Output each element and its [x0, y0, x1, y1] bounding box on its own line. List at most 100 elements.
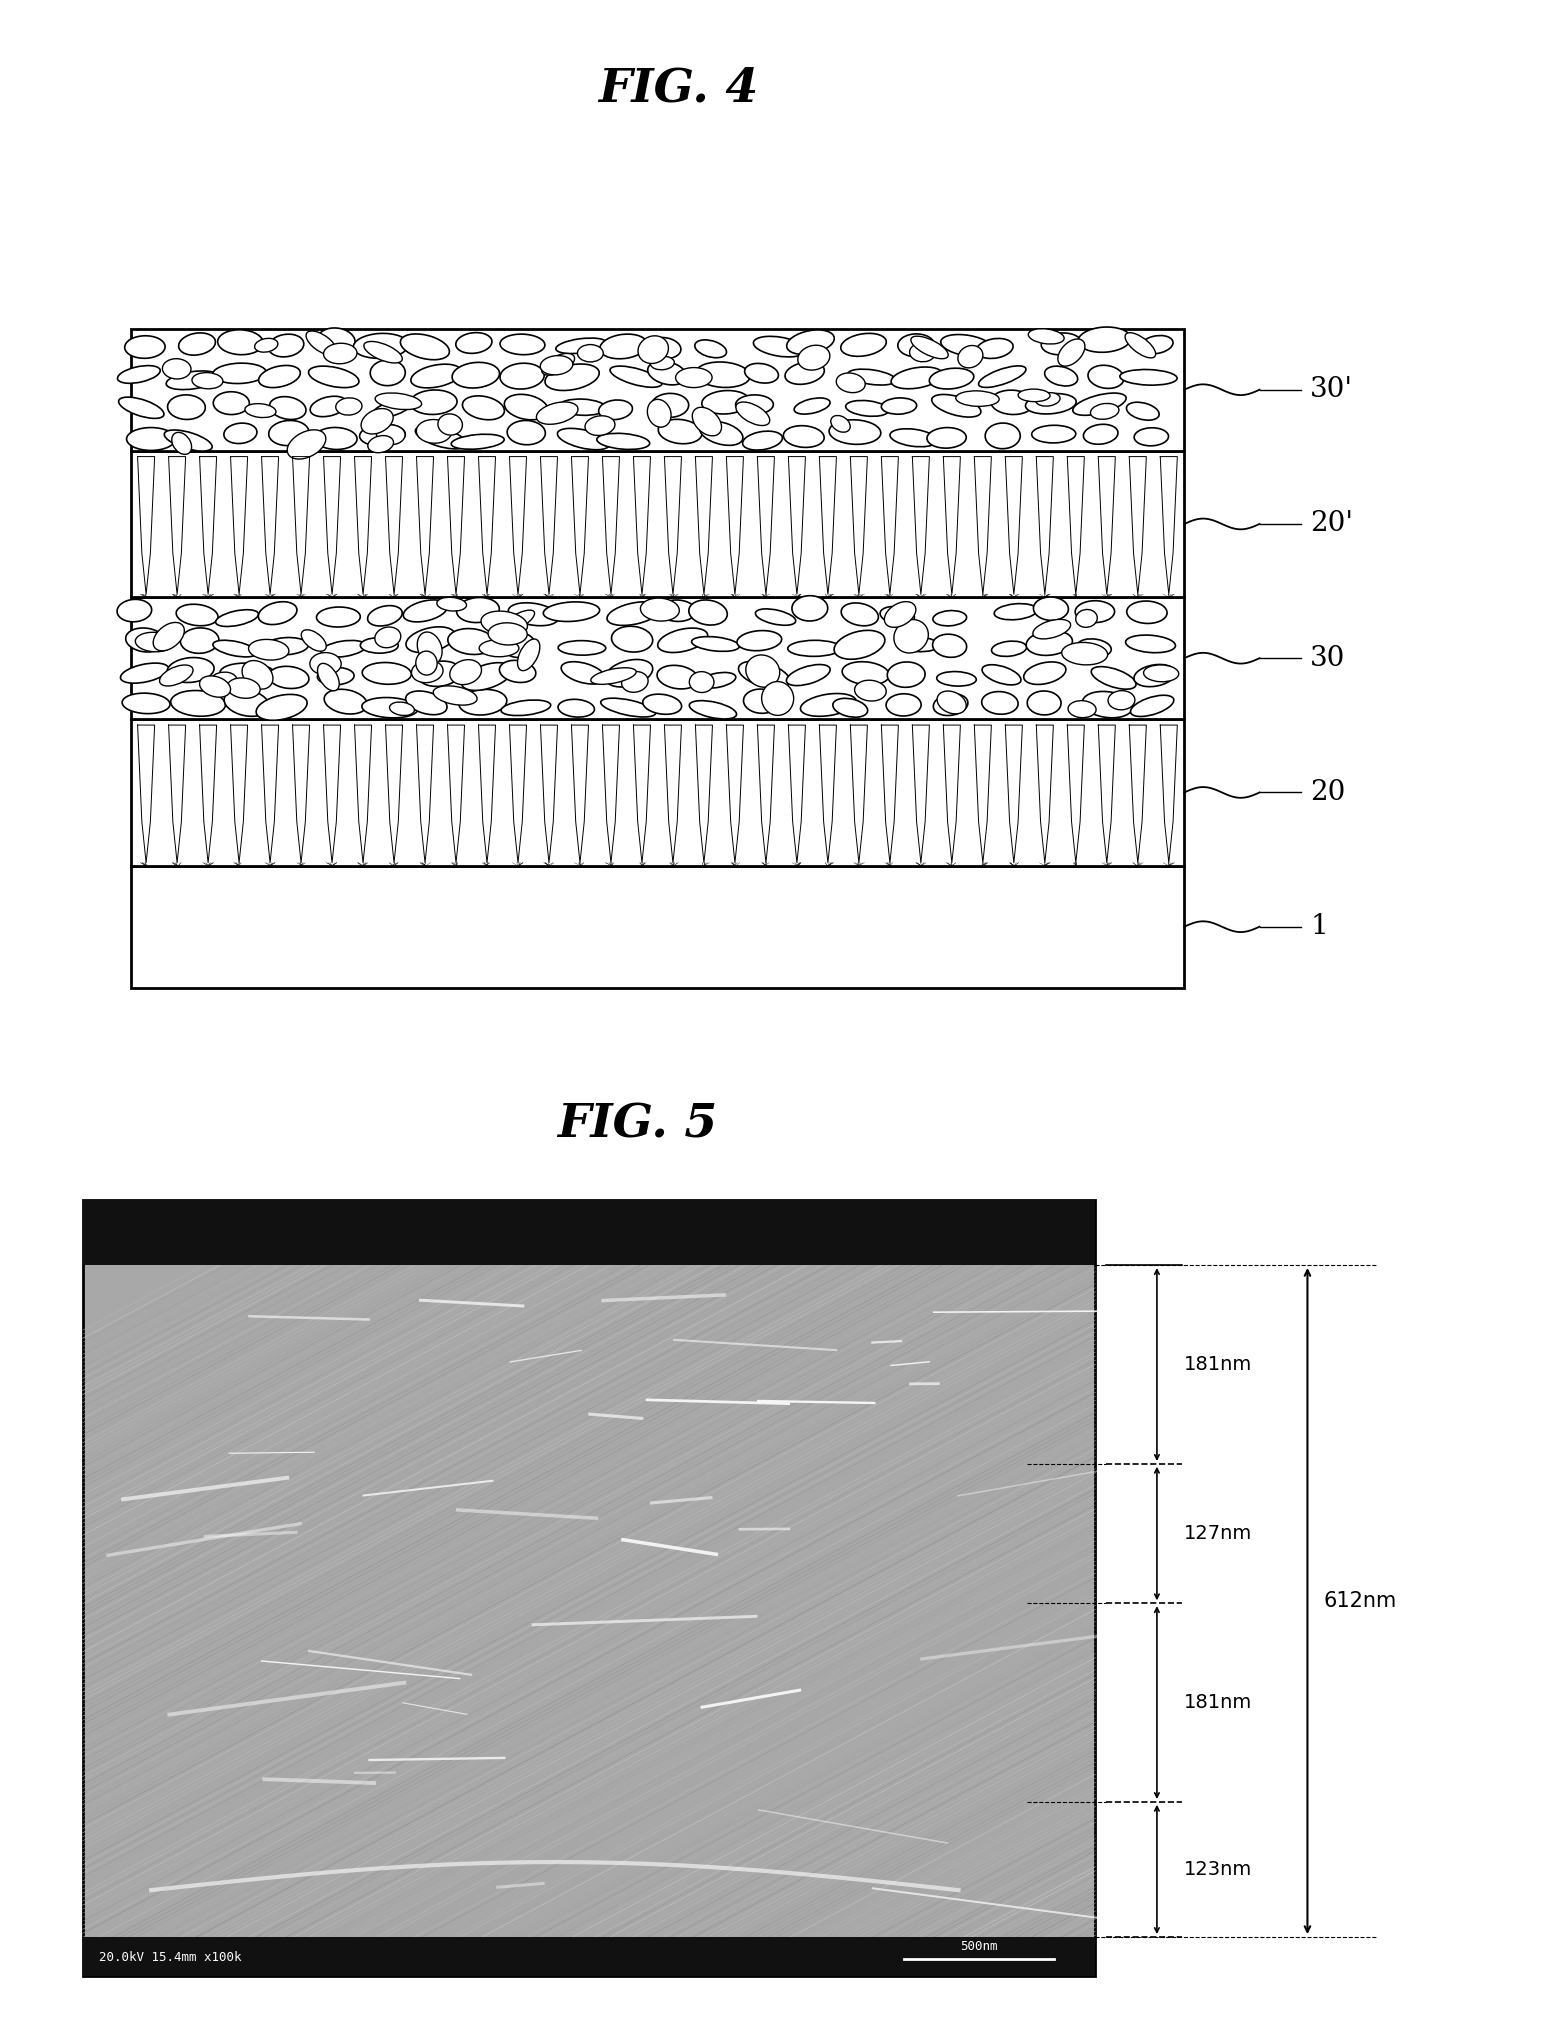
Ellipse shape — [126, 629, 165, 653]
Ellipse shape — [1126, 403, 1158, 421]
Polygon shape — [788, 456, 805, 594]
Ellipse shape — [994, 604, 1037, 620]
Ellipse shape — [449, 659, 482, 685]
Text: FIG. 4: FIG. 4 — [597, 65, 759, 112]
Ellipse shape — [227, 677, 260, 698]
Ellipse shape — [647, 399, 672, 427]
Ellipse shape — [218, 330, 263, 354]
Ellipse shape — [323, 344, 358, 364]
Polygon shape — [695, 724, 712, 862]
Ellipse shape — [369, 435, 393, 454]
Polygon shape — [137, 724, 154, 862]
Polygon shape — [913, 456, 930, 594]
Ellipse shape — [577, 344, 603, 362]
Ellipse shape — [846, 401, 889, 417]
Ellipse shape — [224, 423, 257, 443]
Ellipse shape — [317, 667, 355, 685]
Ellipse shape — [1076, 610, 1098, 626]
Ellipse shape — [536, 403, 578, 425]
Ellipse shape — [1068, 700, 1096, 718]
Text: 500nm: 500nm — [961, 1940, 998, 1953]
Ellipse shape — [558, 399, 606, 415]
Ellipse shape — [787, 665, 830, 685]
Polygon shape — [788, 724, 805, 862]
Ellipse shape — [508, 602, 558, 626]
Ellipse shape — [1084, 425, 1118, 443]
Ellipse shape — [154, 622, 185, 651]
Ellipse shape — [555, 338, 606, 354]
Ellipse shape — [597, 433, 650, 450]
Ellipse shape — [1126, 635, 1176, 653]
Text: 181nm: 181nm — [1185, 1692, 1252, 1713]
Ellipse shape — [288, 429, 327, 460]
Ellipse shape — [1109, 692, 1135, 710]
Ellipse shape — [400, 334, 449, 360]
Ellipse shape — [762, 681, 793, 716]
Ellipse shape — [543, 602, 600, 622]
Ellipse shape — [933, 610, 967, 626]
Ellipse shape — [833, 631, 885, 659]
Polygon shape — [417, 724, 434, 862]
Ellipse shape — [991, 391, 1034, 415]
Ellipse shape — [451, 433, 504, 450]
Ellipse shape — [847, 368, 896, 384]
Ellipse shape — [1143, 665, 1179, 681]
Ellipse shape — [375, 393, 421, 409]
Polygon shape — [541, 724, 558, 862]
Ellipse shape — [317, 606, 361, 626]
Polygon shape — [819, 456, 837, 594]
Ellipse shape — [910, 344, 936, 362]
Ellipse shape — [986, 423, 1020, 450]
Ellipse shape — [787, 330, 835, 354]
Polygon shape — [137, 456, 154, 594]
Ellipse shape — [411, 364, 462, 388]
Ellipse shape — [364, 342, 403, 362]
Ellipse shape — [219, 663, 277, 685]
Ellipse shape — [213, 641, 257, 657]
Ellipse shape — [658, 665, 698, 690]
Polygon shape — [230, 456, 247, 594]
Ellipse shape — [648, 362, 687, 384]
Ellipse shape — [698, 673, 736, 687]
Ellipse shape — [894, 620, 928, 653]
Ellipse shape — [784, 425, 824, 447]
Text: FIG. 5: FIG. 5 — [557, 1100, 717, 1147]
Ellipse shape — [652, 393, 689, 417]
Ellipse shape — [257, 694, 308, 720]
Ellipse shape — [317, 663, 339, 692]
Bar — [82, 1936, 1095, 1977]
Ellipse shape — [504, 395, 547, 419]
Ellipse shape — [891, 366, 942, 388]
Polygon shape — [1160, 456, 1177, 594]
Ellipse shape — [798, 346, 830, 370]
Polygon shape — [168, 456, 185, 594]
Ellipse shape — [540, 356, 572, 374]
Ellipse shape — [171, 433, 191, 454]
Ellipse shape — [689, 671, 714, 692]
Ellipse shape — [480, 610, 527, 637]
Ellipse shape — [622, 671, 648, 692]
Polygon shape — [1006, 724, 1022, 862]
Text: 20.0kV 15.4mm x100k: 20.0kV 15.4mm x100k — [100, 1951, 241, 1965]
Ellipse shape — [120, 663, 168, 683]
Ellipse shape — [642, 694, 681, 714]
Ellipse shape — [558, 700, 594, 718]
Ellipse shape — [372, 399, 414, 419]
Ellipse shape — [737, 631, 782, 651]
Polygon shape — [882, 724, 899, 862]
Bar — [131, 452, 1185, 598]
Ellipse shape — [911, 336, 949, 358]
Ellipse shape — [126, 427, 176, 450]
Ellipse shape — [367, 606, 403, 626]
Bar — [82, 1200, 1095, 1977]
Polygon shape — [541, 456, 558, 594]
Ellipse shape — [1023, 661, 1065, 685]
Ellipse shape — [599, 401, 633, 419]
Polygon shape — [571, 456, 588, 594]
Ellipse shape — [135, 633, 174, 651]
Ellipse shape — [1078, 327, 1130, 352]
Ellipse shape — [501, 364, 544, 388]
Ellipse shape — [417, 633, 442, 665]
Ellipse shape — [541, 354, 575, 374]
Ellipse shape — [843, 661, 889, 685]
